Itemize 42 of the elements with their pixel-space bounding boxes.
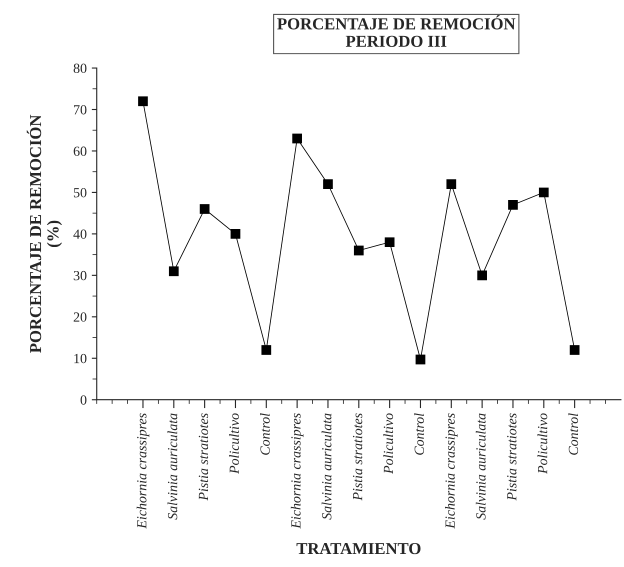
y-tick-label: 20 <box>74 312 86 322</box>
point <box>354 246 364 256</box>
x-tick-label: Eichornia crassipres <box>290 413 304 529</box>
x-tick-label: Salvinia auriculata <box>476 413 486 520</box>
point <box>292 134 302 144</box>
point <box>261 345 272 355</box>
point <box>416 354 426 364</box>
point <box>230 229 240 239</box>
x-tick-label: Salvinia auriculata <box>322 413 332 520</box>
y-tick-label: 50 <box>74 188 86 198</box>
point <box>508 200 518 210</box>
x-tick-label: Control <box>568 413 578 455</box>
point <box>477 270 487 280</box>
point <box>323 179 333 189</box>
point <box>200 204 210 214</box>
x-tick-label: Eichornia crassipres <box>445 413 458 529</box>
point <box>446 179 456 189</box>
x-tick-label: Pistia stratiotes <box>198 413 208 501</box>
y-tick-label: 10 <box>74 354 86 364</box>
x-tick-label: Pistia stratiotes <box>507 413 516 501</box>
point <box>538 188 549 198</box>
x-tick-label: Salvinia auriculata <box>168 413 178 520</box>
x-tick-label: Control <box>260 413 270 455</box>
point <box>570 345 580 355</box>
y-tick-label: 40 <box>73 229 86 239</box>
y-tick-label: 80 <box>74 64 86 73</box>
point <box>384 237 394 248</box>
y-tick-label: 60 <box>74 146 86 156</box>
y-axis-title: PORCENTAJE DE REMOCIÓN (%) <box>26 114 62 353</box>
x-tick-label: Control <box>414 413 424 455</box>
x-tick-label: Pistia stratiotes <box>352 413 362 501</box>
x-tick-label: Policultivo <box>229 413 239 474</box>
point <box>138 96 148 106</box>
x-tick-label: Policultivo <box>538 413 548 474</box>
y-tick-label: 30 <box>74 270 86 280</box>
y-tick-label: 70 <box>74 105 86 114</box>
y-tick-label: 0 <box>80 395 86 405</box>
x-tick-label: Policultivo <box>383 413 394 474</box>
point <box>168 266 179 276</box>
chart-title: PORCENTAJE DE REMOCIÓN PERIODO III <box>277 15 516 47</box>
x-axis-title: TRATAMIENTO <box>296 542 421 554</box>
x-tick-label: Eichornia crassipres <box>136 413 150 529</box>
